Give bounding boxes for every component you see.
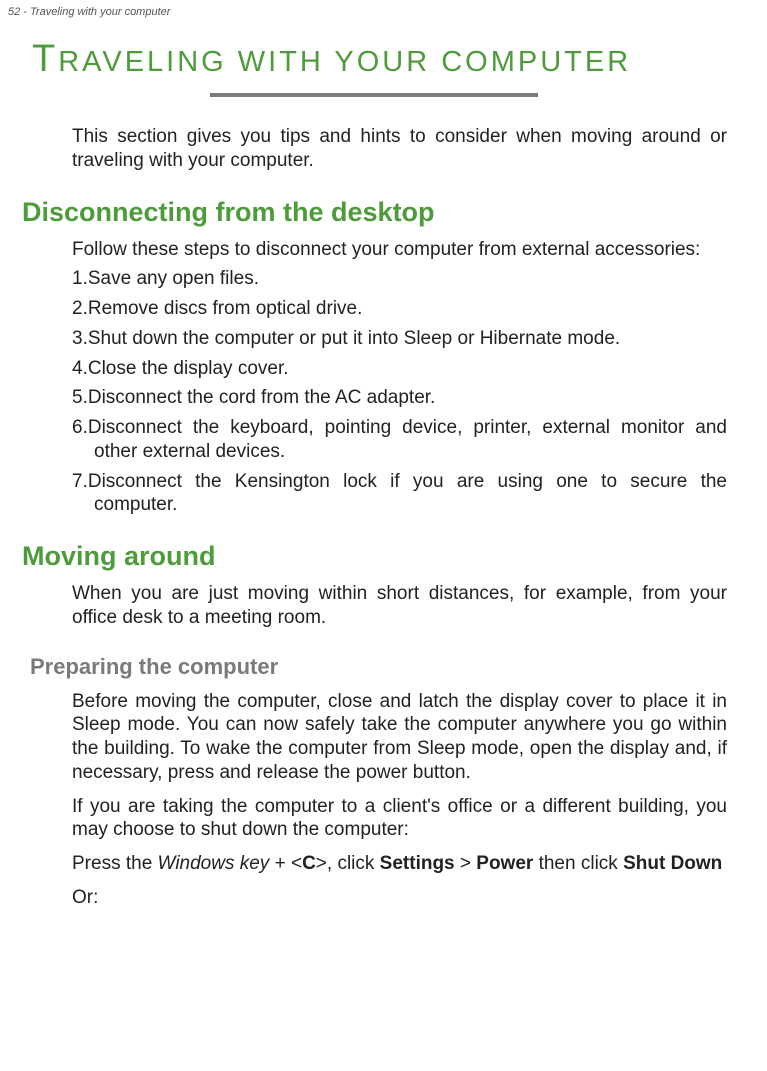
key-c: C	[302, 853, 316, 874]
text-run: >	[455, 853, 477, 874]
power-ref: Power	[476, 853, 533, 874]
page-title: TRAVELING WITH YOUR COMPUTER	[0, 18, 767, 93]
section2-lead: When you are just moving within short di…	[72, 582, 727, 630]
subsection-heading-preparing: Preparing the computer	[30, 654, 727, 680]
title-rest: RAVELING WITH YOUR COMPUTER	[58, 46, 631, 78]
list-item: 6.Disconnect the keyboard, pointing devi…	[72, 416, 727, 464]
text-run: Press the	[72, 853, 158, 874]
text-run: >, click	[316, 853, 380, 874]
preparing-para2: If you are taking the computer to a clie…	[72, 795, 727, 843]
preparing-para4: Or:	[72, 886, 727, 910]
list-item: 7.Disconnect the Kensington lock if you …	[72, 470, 727, 518]
list-item: 2.Remove discs from optical drive.	[72, 297, 727, 321]
page-header: 52 - Traveling with your computer	[0, 0, 767, 18]
list-item-text: Close the display cover.	[88, 358, 289, 379]
list-item: 1.Save any open files.	[72, 267, 727, 291]
preparing-para1: Before moving the computer, close and la…	[72, 690, 727, 785]
list-item: 3.Shut down the computer or put it into …	[72, 327, 727, 351]
text-run: then click	[533, 853, 623, 874]
list-item-text: Remove discs from optical drive.	[88, 298, 363, 319]
text-run: + <	[269, 853, 302, 874]
content: This section gives you tips and hints to…	[0, 125, 767, 910]
disconnect-steps-list: 1.Save any open files. 2.Remove discs fr…	[72, 267, 727, 517]
list-item-text: Disconnect the keyboard, pointing device…	[88, 417, 727, 462]
title-first-letter: T	[32, 38, 58, 80]
list-item: 5.Disconnect the cord from the AC adapte…	[72, 386, 727, 410]
list-item: 4.Close the display cover.	[72, 357, 727, 381]
list-item-text: Disconnect the Kensington lock if you ar…	[88, 471, 727, 516]
preparing-para3: Press the Windows key + <C>, click Setti…	[72, 852, 727, 876]
settings-ref: Settings	[380, 853, 455, 874]
list-item-text: Disconnect the cord from the AC adapter.	[88, 387, 435, 408]
intro-paragraph: This section gives you tips and hints to…	[72, 125, 727, 173]
list-item-text: Shut down the computer or put it into Sl…	[88, 328, 620, 349]
section-heading-moving: Moving around	[22, 541, 727, 572]
list-item-text: Save any open files.	[88, 268, 259, 289]
section1-lead: Follow these steps to disconnect your co…	[72, 238, 727, 262]
shutdown-ref: Shut Down	[623, 853, 722, 874]
section-heading-disconnecting: Disconnecting from the desktop	[22, 197, 727, 228]
windows-key-ref: Windows key	[158, 853, 270, 874]
title-underline	[210, 93, 538, 97]
